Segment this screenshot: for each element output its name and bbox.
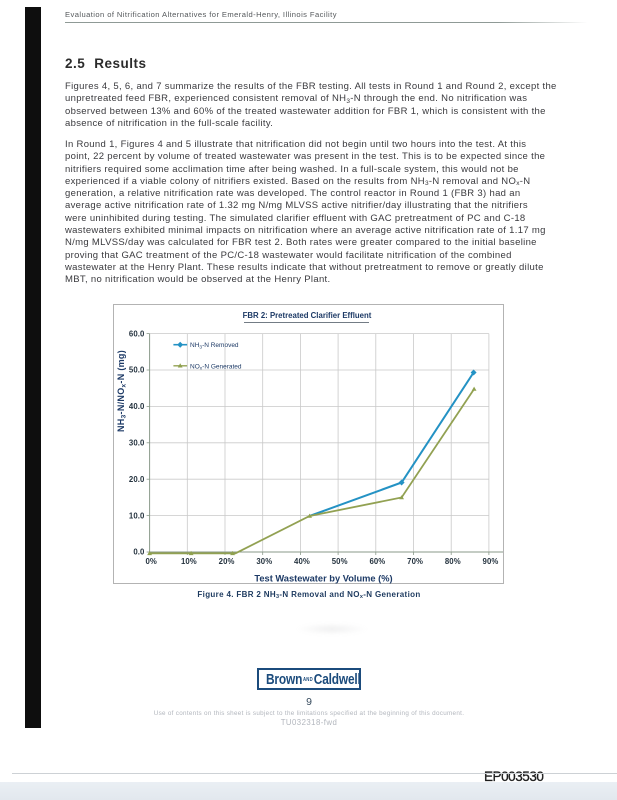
svg-text:60%: 60% xyxy=(369,557,385,566)
svg-text:NH3-N/NOx-N (mg): NH3-N/NOx-N (mg) xyxy=(116,350,128,432)
svg-text:40.0: 40.0 xyxy=(129,402,145,411)
svg-text:50%: 50% xyxy=(332,557,348,566)
svg-text:90%: 90% xyxy=(483,557,499,566)
svg-text:30%: 30% xyxy=(256,557,272,566)
svg-text:10.0: 10.0 xyxy=(129,511,145,520)
svg-text:0%: 0% xyxy=(145,557,156,566)
svg-text:NOx-N Generated: NOx-N Generated xyxy=(190,363,242,371)
svg-text:80%: 80% xyxy=(445,557,461,566)
svg-text:40%: 40% xyxy=(294,557,310,566)
svg-text:FBR 2: Pretreated Clarifier Ef: FBR 2: Pretreated Clarifier Effluent xyxy=(243,311,372,320)
svg-text:0.0: 0.0 xyxy=(133,548,145,557)
svg-text:30.0: 30.0 xyxy=(129,439,145,448)
svg-text:50.0: 50.0 xyxy=(129,366,145,375)
svg-text:10%: 10% xyxy=(181,557,197,566)
svg-text:70%: 70% xyxy=(407,557,423,566)
svg-text:20%: 20% xyxy=(219,557,235,566)
svg-text:60.0: 60.0 xyxy=(129,329,145,338)
svg-text:NH3-N Removed: NH3-N Removed xyxy=(190,342,239,350)
svg-text:Test Wastewater by Volume (%): Test Wastewater by Volume (%) xyxy=(254,574,392,584)
svg-text:20.0: 20.0 xyxy=(129,475,145,484)
